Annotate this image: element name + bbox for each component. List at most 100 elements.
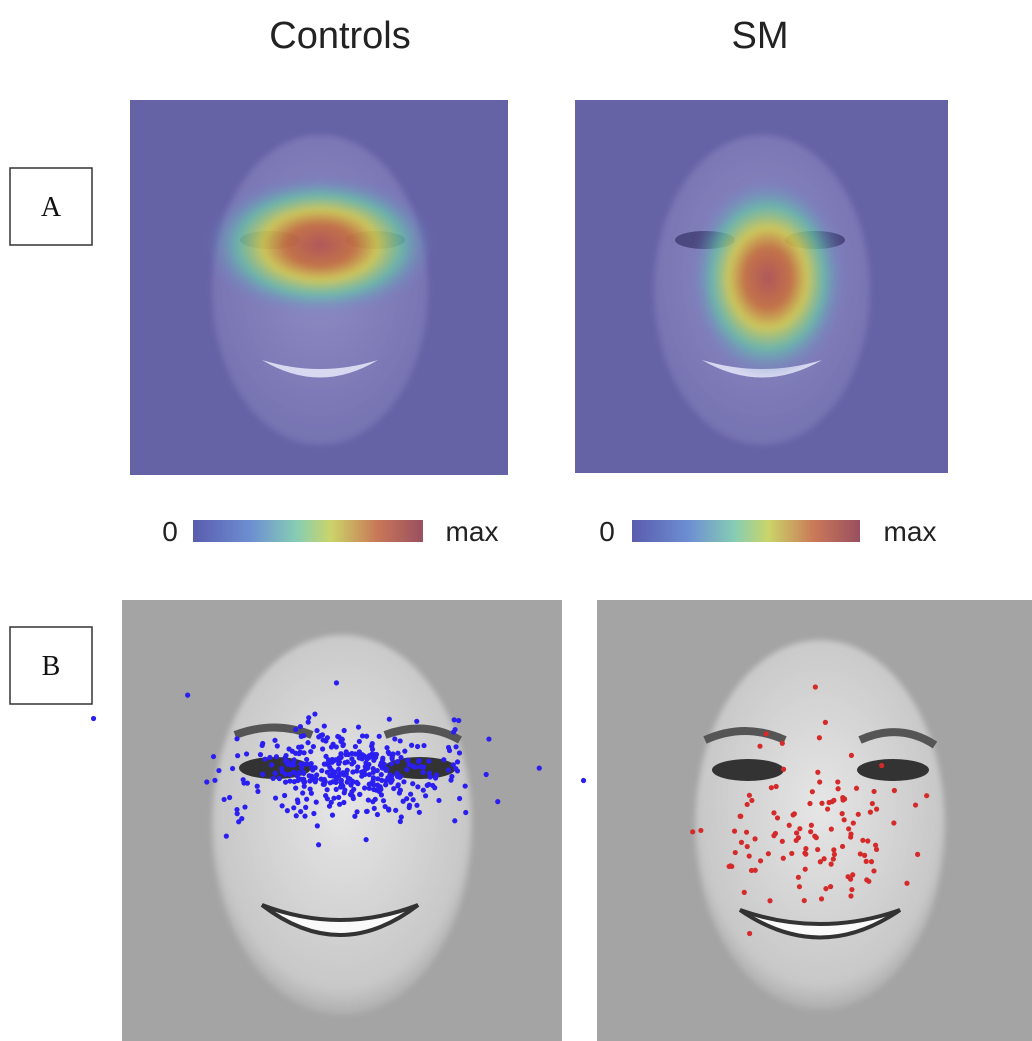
fixation-dot [856, 812, 861, 817]
fixation-dot [379, 792, 384, 797]
fixation-dot [802, 898, 807, 903]
fixation-dot [428, 774, 433, 779]
fixation-dot [446, 767, 451, 772]
fixation-dot [301, 771, 306, 776]
fixation-dot [797, 884, 802, 889]
fixation-dot [334, 744, 339, 749]
fixation-dot [393, 808, 398, 813]
fixation-dot [452, 818, 457, 823]
fixation-dot [349, 756, 354, 761]
fixation-dot [244, 751, 249, 756]
fixation-dot [773, 831, 778, 836]
fixation-dot [848, 831, 853, 836]
fixation-dot [272, 738, 277, 743]
fixations-sm [597, 600, 1032, 1041]
fixation-dot [392, 736, 397, 741]
fixation-dot [314, 772, 319, 777]
fixation-dot [404, 767, 409, 772]
fixation-dot [423, 793, 428, 798]
fixation-dot [747, 931, 752, 936]
fixation-dot [409, 743, 414, 748]
fixation-dot [868, 810, 873, 815]
fixation-dot [869, 859, 874, 864]
fixations-controls [91, 600, 586, 1041]
colorbar-max: max [884, 516, 937, 547]
fixation-dot [313, 765, 318, 770]
fixation-dot [255, 789, 260, 794]
fixation-dot [316, 734, 321, 739]
fixation-dot [813, 684, 818, 689]
fixation-dot [390, 756, 395, 761]
fixation-dot [368, 781, 373, 786]
fixation-dot [280, 803, 285, 808]
fixation-dot [871, 789, 876, 794]
fixation-dot [273, 771, 278, 776]
fixation-dot [274, 754, 279, 759]
heatmap-controls [130, 100, 508, 475]
fixation-dot [323, 779, 328, 784]
fixation-dot [401, 779, 406, 784]
fixation-dot [260, 772, 265, 777]
fixation-dot [334, 787, 339, 792]
fixation-dot [399, 814, 404, 819]
fixation-dot [436, 798, 441, 803]
fixation-dot [328, 780, 333, 785]
fixation-dot [774, 784, 779, 789]
fixation-dot [791, 812, 796, 817]
fixation-dot [389, 761, 394, 766]
fixation-dot [397, 775, 402, 780]
fixation-dot [866, 879, 871, 884]
fixation-dot [495, 799, 500, 804]
fixation-dot [771, 810, 776, 815]
fixation-dot [271, 776, 276, 781]
fixation-dot [370, 741, 375, 746]
fixation-dot [414, 719, 419, 724]
column-title: SM [732, 15, 789, 57]
panel-label: A [41, 192, 62, 223]
fixation-dot [415, 744, 420, 749]
fixation-dot [915, 852, 920, 857]
fixation-dot [311, 744, 316, 749]
fixation-dot [348, 792, 353, 797]
fixation-dot [402, 749, 407, 754]
fixation-dot [360, 733, 365, 738]
fixation-dot [379, 772, 384, 777]
fixation-dot [306, 715, 311, 720]
fixation-dot [416, 759, 421, 764]
fixation-dot [260, 743, 265, 748]
fixation-dot [380, 757, 385, 762]
fixation-dot [279, 766, 284, 771]
fixation-dot [690, 829, 695, 834]
colorbar [632, 520, 860, 542]
fixation-dot [766, 851, 771, 856]
fixation-dot [305, 740, 310, 745]
fixation-dot [728, 863, 733, 868]
fixation-dot [336, 767, 341, 772]
fixation-dot [371, 775, 376, 780]
fixation-dot [455, 759, 460, 764]
fixation-dot [383, 804, 388, 809]
fixation-dot [353, 744, 358, 749]
fixation-dot [303, 805, 308, 810]
fixation-dot [463, 783, 468, 788]
fixation-dot [283, 780, 288, 785]
fixation-dot [337, 771, 342, 776]
fixation-dot [302, 784, 307, 789]
fixation-dot [796, 875, 801, 880]
fixation-dot [277, 776, 282, 781]
fixation-dot [815, 770, 820, 775]
fixation-dot [780, 839, 785, 844]
fixation-dot [344, 749, 349, 754]
fixation-dot [452, 717, 457, 722]
fixation-dot [414, 803, 419, 808]
fixation-dot [747, 793, 752, 798]
fixation-dot [769, 785, 774, 790]
fixation-dot [775, 815, 780, 820]
fixation-dot [457, 796, 462, 801]
fixation-dot [350, 769, 355, 774]
fixation-dot [91, 716, 96, 721]
fixation-dot [390, 751, 395, 756]
fixation-dot [325, 735, 330, 740]
fixation-dot [819, 896, 824, 901]
fixation-dot [391, 786, 396, 791]
